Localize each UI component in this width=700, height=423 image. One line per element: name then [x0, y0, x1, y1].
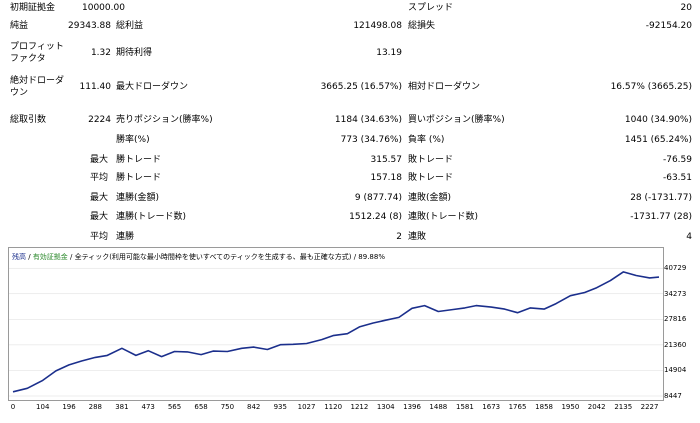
abs-drawdown-label-1: 絶対ドローダ: [10, 76, 65, 86]
x-tick-label: 1488: [429, 403, 448, 411]
max-drawdown-label: 最大ドローダウン: [116, 82, 189, 92]
max-consec-prefix: 最大: [90, 193, 109, 203]
x-tick-label: 935: [273, 403, 287, 411]
avg-consec-wins-value: 2: [396, 232, 402, 242]
gross-profit-value: 121498.08: [353, 21, 402, 31]
loss-rate-label: 負率 (%): [408, 135, 445, 145]
max-consec-wins-value: 9 (877.74): [354, 193, 402, 203]
y-tick-label: 8447: [664, 392, 682, 400]
expected-payoff-value: 13.19: [376, 48, 402, 58]
avg-loss-label: 敗トレード: [408, 173, 454, 183]
win-rate-label: 勝率(%): [116, 135, 150, 145]
avg-consec-prefix: 平均: [90, 232, 109, 242]
max-consec-loss-value: -1731.77 (28): [630, 212, 692, 222]
x-tick-label: 1120: [324, 403, 343, 411]
x-tick-label: 1858: [535, 403, 553, 411]
largest-win-value: 315.57: [370, 155, 403, 165]
rel-drawdown-value: 16.57% (3665.25): [610, 82, 692, 92]
largest-prefix: 最大: [90, 155, 109, 165]
x-tick-label: 1673: [482, 403, 501, 411]
total-trades-value: 2224: [88, 115, 111, 125]
x-tick-label: 1396: [403, 403, 421, 411]
max-consec-wins-label: 連勝(金額): [116, 193, 160, 203]
x-tick-label: 381: [115, 403, 129, 411]
x-tick-label: 288: [88, 403, 102, 411]
x-tick-label: 1304: [376, 403, 395, 411]
x-tick-label: 842: [246, 403, 261, 411]
avg-loss-value: -63.51: [662, 173, 692, 183]
total-trades-label: 総取引数: [10, 115, 47, 125]
max-consec-losses-label: 連敗(金額): [408, 193, 452, 203]
net-profit-label: 純益: [10, 21, 29, 31]
x-tick-label: 1765: [508, 403, 527, 411]
abs-drawdown-label-2: ウン: [10, 88, 29, 98]
y-tick-label: 14904: [664, 366, 687, 375]
gross-profit-label: 総利益: [116, 21, 144, 31]
balance-series-line: [12, 271, 660, 393]
x-tick-label: 104: [36, 403, 50, 411]
max-drawdown-value: 3665.25 (16.57%): [320, 82, 402, 92]
largest-win-label: 勝トレード: [116, 155, 162, 165]
x-tick-label: 2135: [614, 403, 633, 411]
balance-chart: [8, 247, 664, 401]
chart-canvas: [9, 267, 663, 397]
gross-loss-label: 総損失: [408, 21, 436, 31]
y-tick-label: 40729: [664, 264, 687, 273]
legend-balance: 残高: [12, 253, 26, 261]
win-rate-value: 773 (34.76%): [340, 135, 402, 145]
abs-drawdown-value: 111.40: [79, 82, 112, 92]
long-positions-label: 買いポジション(勝率%): [408, 115, 505, 125]
spread-value: 20: [680, 3, 692, 13]
max-consec-losses-value: 28 (-1731.77): [630, 193, 692, 203]
short-positions-value: 1184 (34.63%): [334, 115, 402, 125]
avg-win-value: 157.18: [370, 173, 403, 183]
y-tick-label: 34273: [664, 289, 687, 298]
max-consec-count-prefix: 最大: [90, 212, 109, 222]
legend-separator: /: [26, 253, 33, 261]
x-tick-label: 0: [10, 403, 16, 411]
loss-rate-value: 1451 (65.24%): [624, 135, 692, 145]
avg-consec-losses-label: 連敗: [408, 232, 427, 242]
legend-model: 全ティック(利用可能な最小時間枠を使いすべてのティックを生成する、最も正確な方式…: [74, 253, 352, 261]
legend-quality: 89.88%: [358, 253, 385, 261]
x-tick-label: 565: [167, 403, 182, 411]
profit-factor-value: 1.32: [90, 48, 111, 58]
x-tick-label: 1212: [350, 403, 369, 411]
y-tick-label: 21360: [664, 340, 687, 349]
x-tick-label: 658: [194, 403, 208, 411]
legend-equity: 有効証拠金: [32, 253, 68, 261]
x-tick-label: 2042: [587, 403, 606, 411]
x-tick-label: 1581: [455, 403, 474, 411]
x-tick-label: 473: [141, 403, 155, 411]
avg-consec-losses-value: 4: [686, 232, 692, 242]
max-consec-profit-label: 連勝(トレード数): [116, 212, 187, 222]
legend-separator: /: [351, 253, 359, 261]
profit-factor-label-2: ファクタ: [10, 54, 46, 64]
max-consec-profit-value: 1512.24 (8): [349, 212, 402, 222]
long-positions-value: 1040 (34.90%): [624, 115, 692, 125]
initial-deposit-value: 10000.00: [82, 3, 125, 13]
gross-loss-value: -92154.20: [645, 21, 692, 31]
initial-deposit-label: 初期証拠金: [10, 3, 56, 13]
x-tick-label: 1950: [561, 403, 580, 411]
x-tick-label: 750: [220, 403, 235, 411]
largest-loss-label: 敗トレード: [408, 155, 454, 165]
spread-label: スプレッド: [408, 3, 454, 13]
legend-separator: /: [67, 253, 75, 261]
chart-legend: 残高 / 有効証拠金 / 全ティック(利用可能な最小時間枠を使いすべてのティック…: [12, 253, 385, 262]
largest-loss-value: -76.59: [662, 155, 692, 165]
short-positions-label: 売りポジション(勝率%): [116, 115, 213, 125]
max-consec-loss-label: 連敗(トレード数): [408, 212, 479, 222]
avg-win-label: 勝トレード: [116, 173, 162, 183]
x-tick-label: 2227: [640, 403, 659, 411]
average-prefix: 平均: [90, 173, 109, 183]
x-tick-label: 196: [62, 403, 76, 411]
rel-drawdown-label: 相対ドローダウン: [408, 82, 481, 92]
profit-factor-label-1: プロフィット: [10, 42, 64, 52]
avg-consec-wins-label: 連勝: [116, 232, 135, 242]
net-profit-value: 29343.88: [68, 21, 111, 31]
x-tick-label: 1027: [297, 403, 316, 411]
expected-payoff-label: 期待利得: [116, 48, 153, 58]
y-tick-label: 27816: [664, 315, 687, 324]
